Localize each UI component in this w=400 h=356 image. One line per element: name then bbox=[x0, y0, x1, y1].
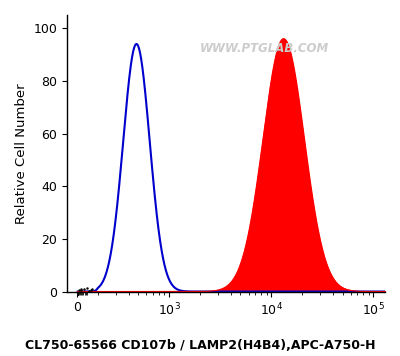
Y-axis label: Relative Cell Number: Relative Cell Number bbox=[15, 83, 28, 224]
Text: WWW.PTGLAB.COM: WWW.PTGLAB.COM bbox=[200, 42, 329, 55]
Text: CL750-65566 CD107b / LAMP2(H4B4),APC-A750-H: CL750-65566 CD107b / LAMP2(H4B4),APC-A75… bbox=[25, 339, 375, 352]
